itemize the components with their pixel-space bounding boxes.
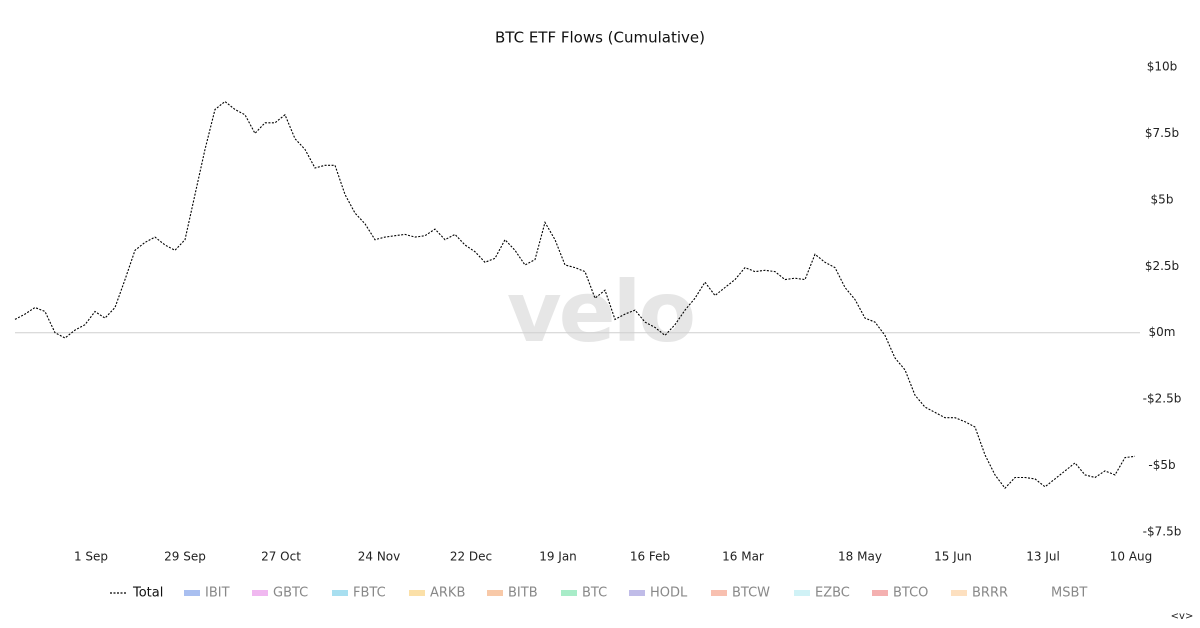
legend-swatch <box>1030 590 1046 596</box>
legend-item[interactable]: BTCW <box>711 586 770 601</box>
x-tick-label: 22 Dec <box>450 550 492 564</box>
legend-item[interactable]: FBTC <box>332 586 386 601</box>
legend-item[interactable]: BTC <box>561 586 607 601</box>
legend-label: Total <box>132 586 163 601</box>
legend-item[interactable]: GBTC <box>252 586 308 601</box>
x-tick-label: 13 Jul <box>1026 550 1060 564</box>
x-tick-label: 24 Nov <box>358 550 401 564</box>
legend-item[interactable]: IBIT <box>184 586 230 601</box>
legend-label: BTC <box>582 586 607 601</box>
legend-label: EZBC <box>815 586 850 601</box>
legend-swatch <box>332 590 348 596</box>
x-tick-label: 10 Aug <box>1110 550 1153 564</box>
legend-item[interactable]: BRRR <box>951 586 1008 601</box>
x-tick-label: 16 Mar <box>722 550 764 564</box>
x-tick-label: 29 Sep <box>164 550 206 564</box>
x-tick-label: 18 May <box>838 550 882 564</box>
y-tick-label: $5b <box>1151 192 1174 206</box>
legend-item[interactable]: BTCO <box>872 586 928 601</box>
y-tick-label: -$5b <box>1148 458 1175 472</box>
y-tick-label: $7.5b <box>1145 126 1179 140</box>
legend-swatch <box>487 590 503 596</box>
y-tick-label: -$2.5b <box>1143 392 1182 406</box>
y-tick-label: $10b <box>1147 60 1178 74</box>
legend-label: IBIT <box>205 586 230 601</box>
watermark: velo <box>507 263 694 361</box>
legend-item[interactable]: ARKB <box>409 586 465 601</box>
legend-swatch <box>794 590 810 596</box>
legend-label: BRRR <box>972 586 1008 601</box>
legend-swatch <box>629 590 645 596</box>
legend-label: BTCO <box>893 586 928 601</box>
legend-item[interactable]: MSBT <box>1030 586 1087 601</box>
x-tick-label: 1 Sep <box>74 550 108 564</box>
legend-swatch <box>252 590 268 596</box>
x-tick-label: 27 Oct <box>261 550 301 564</box>
legend-swatch <box>409 590 425 596</box>
chart-title: BTC ETF Flows (Cumulative) <box>495 29 705 47</box>
x-tick-label: 16 Feb <box>630 550 670 564</box>
x-tick-label: 19 Jan <box>539 550 577 564</box>
legend-swatch <box>711 590 727 596</box>
legend-swatch <box>184 590 200 596</box>
legend-item[interactable]: Total <box>110 586 163 601</box>
x-tick-label: 15 Jun <box>934 550 972 564</box>
legend-item[interactable]: HODL <box>629 586 688 601</box>
legend-swatch <box>561 590 577 596</box>
legend-swatch <box>951 590 967 596</box>
line-series <box>14 100 1136 490</box>
y-tick-label: $2.5b <box>1145 259 1179 273</box>
legend-label: GBTC <box>273 586 308 601</box>
legend-item[interactable]: BITB <box>487 586 538 601</box>
legend-item[interactable]: EZBC <box>794 586 850 601</box>
legend-label: HODL <box>650 586 688 601</box>
legend-label: ARKB <box>430 586 465 601</box>
legend-label: BITB <box>508 586 538 601</box>
legend-label: MSBT <box>1051 586 1087 601</box>
corner-label[interactable]: <v> <box>1171 611 1194 622</box>
legend-swatch <box>872 590 888 596</box>
y-tick-label: $0m <box>1149 325 1176 339</box>
y-tick-label: -$7.5b <box>1143 525 1182 539</box>
legend-label: BTCW <box>732 586 770 601</box>
legend-label: FBTC <box>353 586 386 601</box>
